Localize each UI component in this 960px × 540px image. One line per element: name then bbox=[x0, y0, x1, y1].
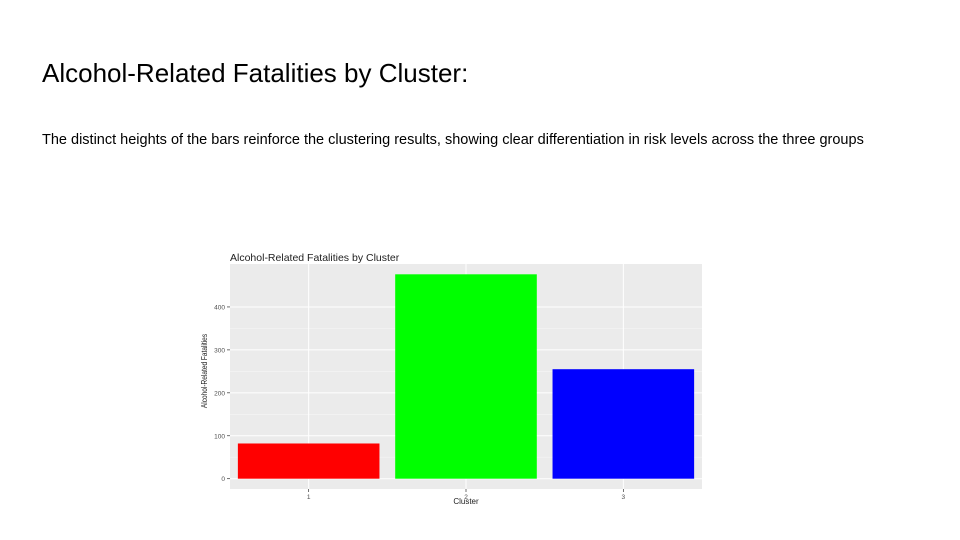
y-tick-label: 400 bbox=[214, 304, 225, 311]
bars bbox=[237, 274, 695, 479]
y-tick-label: 300 bbox=[214, 347, 225, 354]
bar-chart-svg: Alcohol-Related Fatalities by Cluster 0 1… bbox=[199, 252, 702, 506]
axes: 0 100 200 300 400 1 2 3 bbox=[214, 304, 625, 501]
y-tick-label: 100 bbox=[214, 433, 225, 440]
y-tick-label: 0 bbox=[221, 476, 225, 483]
bar-cluster-2 bbox=[395, 274, 537, 479]
slide-body-text: The distinct heights of the bars reinfor… bbox=[42, 132, 864, 148]
bar-cluster-3 bbox=[552, 369, 695, 479]
x-tick-label: 2 bbox=[464, 494, 468, 501]
x-tick-label: 1 bbox=[307, 494, 311, 501]
bar-cluster-1 bbox=[237, 443, 380, 479]
x-axis-label: Cluster bbox=[453, 497, 479, 506]
x-tick-label: 3 bbox=[622, 494, 626, 501]
bar-chart: Alcohol-Related Fatalities by Cluster 0 1… bbox=[190, 246, 710, 510]
slide-title: Alcohol-Related Fatalities by Cluster: bbox=[42, 58, 469, 88]
y-tick-label: 200 bbox=[214, 390, 225, 397]
chart-title: Alcohol-Related Fatalities by Cluster bbox=[230, 252, 400, 264]
y-axis-label: Alcohol-Related Fatalities bbox=[199, 334, 209, 409]
